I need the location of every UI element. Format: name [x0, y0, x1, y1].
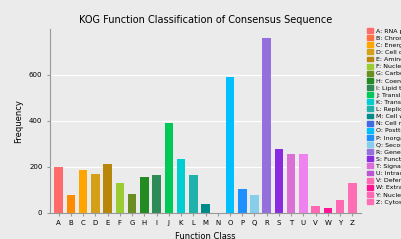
Bar: [250, 196, 259, 213]
Bar: [103, 164, 112, 213]
Bar: [201, 204, 210, 213]
Bar: [128, 194, 136, 213]
Bar: [67, 196, 75, 213]
Bar: [238, 189, 247, 213]
Bar: [324, 208, 332, 213]
Bar: [299, 154, 308, 213]
Bar: [115, 183, 124, 213]
Bar: [91, 174, 100, 213]
X-axis label: Function Class: Function Class: [175, 232, 236, 239]
Bar: [189, 175, 198, 213]
Bar: [226, 77, 234, 213]
Bar: [275, 149, 283, 213]
Bar: [262, 38, 271, 213]
Title: KOG Function Classification of Consensus Sequence: KOG Function Classification of Consensus…: [79, 15, 332, 25]
Bar: [348, 183, 356, 213]
Bar: [164, 123, 173, 213]
Bar: [287, 154, 296, 213]
Bar: [140, 177, 149, 213]
Bar: [79, 170, 87, 213]
Bar: [336, 200, 344, 213]
Y-axis label: Frequency: Frequency: [14, 99, 23, 143]
Legend: A: RNA processing and modification, B: Chromatin structure and dynamics, C: Ener: A: RNA processing and modification, B: C…: [367, 28, 401, 205]
Bar: [55, 167, 63, 213]
Bar: [152, 175, 161, 213]
Bar: [177, 159, 185, 213]
Bar: [311, 206, 320, 213]
